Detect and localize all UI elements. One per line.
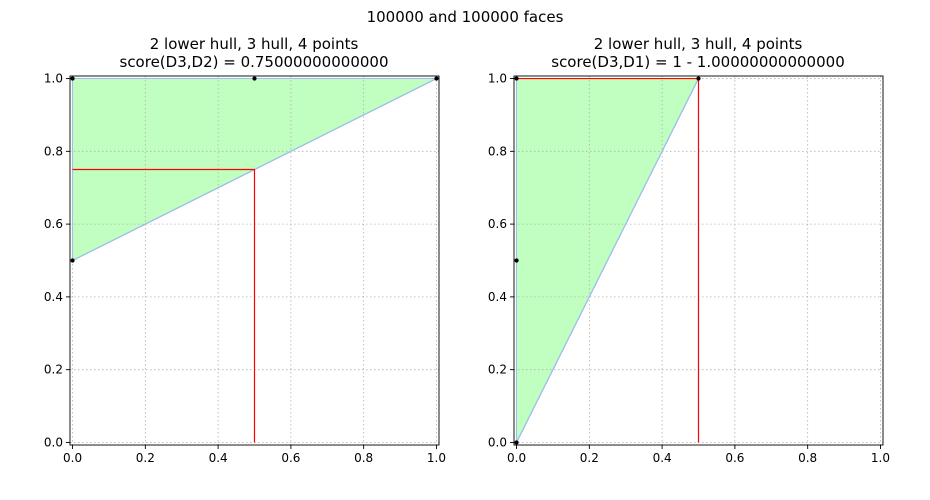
right-x-tick-label-4: 0.8 xyxy=(798,451,817,465)
right-x-tick-label-1: 0.2 xyxy=(580,451,599,465)
right-x-tick-label-2: 0.4 xyxy=(653,451,672,465)
left-plot: 2 lower hull, 3 hull, 4 points score(D3,… xyxy=(44,35,446,465)
left-x-tick-label-0: 0.0 xyxy=(63,451,82,465)
left-score-line xyxy=(72,168,256,443)
left-plot-title: 2 lower hull, 3 hull, 4 points xyxy=(150,35,359,53)
right-point-3 xyxy=(514,440,519,445)
right-y-tick-label-0: 0.0 xyxy=(488,435,507,449)
left-point-1 xyxy=(252,76,257,81)
right-y-tick-label-4: 0.8 xyxy=(488,144,507,158)
left-plot-subtitle: score(D3,D2) = 0.75000000000000 xyxy=(120,53,389,71)
right-y-tick-label-5: 1.0 xyxy=(488,72,507,86)
left-point-3 xyxy=(70,258,75,263)
right-plot-title: 2 lower hull, 3 hull, 4 points xyxy=(594,35,803,53)
right-y-tick-label-2: 0.4 xyxy=(488,290,507,304)
left-point-2 xyxy=(434,76,439,81)
figure-title: 100000 and 100000 faces xyxy=(367,8,564,26)
right-y-tick-label-3: 0.6 xyxy=(488,217,507,231)
right-plot: 2 lower hull, 3 hull, 4 points score(D3,… xyxy=(488,35,890,465)
left-point-0 xyxy=(70,76,75,81)
left-y-tick-label-5: 1.0 xyxy=(44,72,63,86)
left-y-tick-label-2: 0.4 xyxy=(44,290,63,304)
right-point-2 xyxy=(514,258,519,263)
right-x-tick-label-3: 0.6 xyxy=(725,451,744,465)
right-x-tick-label-0: 0.0 xyxy=(507,451,526,465)
left-plot-area: 0.0 0.2 0.4 0.6 0.8 1.0 0.0 0.2 0.4 0.6 0.8 1.0 xyxy=(44,72,446,465)
right-point-1 xyxy=(696,76,701,81)
left-x-tick-label-1: 0.2 xyxy=(136,451,155,465)
left-x-tick-label-4: 0.8 xyxy=(354,451,373,465)
right-y-tick-label-1: 0.2 xyxy=(488,363,507,377)
left-x-tick-label-2: 0.4 xyxy=(209,451,228,465)
right-plot-subtitle: score(D3,D1) = 1 - 1.00000000000000 xyxy=(551,53,844,71)
left-x-tick-label-5: 1.0 xyxy=(427,451,446,465)
left-y-tick-label-1: 0.2 xyxy=(44,363,63,377)
left-y-tick-label-3: 0.6 xyxy=(44,217,63,231)
right-point-0 xyxy=(514,76,519,81)
right-x-tick-label-5: 1.0 xyxy=(871,451,890,465)
left-axes-frame xyxy=(69,75,440,446)
left-hull-fill xyxy=(72,78,437,261)
right-plot-area: 0.0 0.2 0.4 0.6 0.8 1.0 0.0 0.2 0.4 0.6 0.8 1.0 xyxy=(488,72,890,465)
left-y-tick-label-4: 0.8 xyxy=(44,144,63,158)
right-lower-hull-line xyxy=(516,78,700,443)
left-y-tick-label-0: 0.0 xyxy=(44,435,63,449)
left-x-tick-label-3: 0.6 xyxy=(281,451,300,465)
right-axes-frame xyxy=(513,75,884,446)
